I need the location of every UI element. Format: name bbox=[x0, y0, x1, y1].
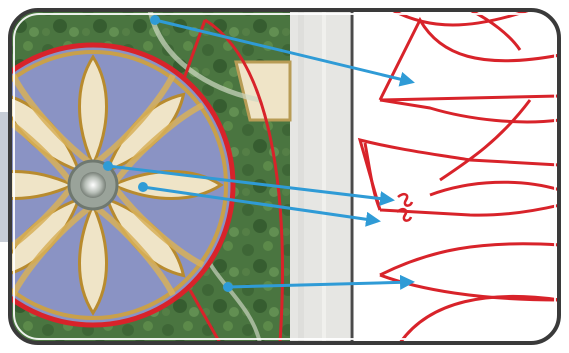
arrow-center-to-glyph bbox=[107, 164, 395, 207]
line-art-panel bbox=[352, 10, 559, 343]
arrow-grass-to-bottom bbox=[227, 274, 415, 290]
rounded-frame bbox=[8, 8, 561, 345]
rosette-center bbox=[80, 172, 106, 198]
arrow-grass-to-top bbox=[154, 18, 415, 87]
rosette-medallion bbox=[10, 42, 236, 328]
arrow-petal-to-middle bbox=[142, 185, 381, 227]
mapping-arrows bbox=[107, 18, 415, 290]
frame-contents bbox=[10, 10, 559, 343]
mark-glyphs bbox=[396, 192, 414, 222]
red-boundary-arc bbox=[204, 18, 284, 343]
line-art-shapes bbox=[357, 10, 559, 343]
arrow-origin-dots bbox=[103, 15, 233, 292]
